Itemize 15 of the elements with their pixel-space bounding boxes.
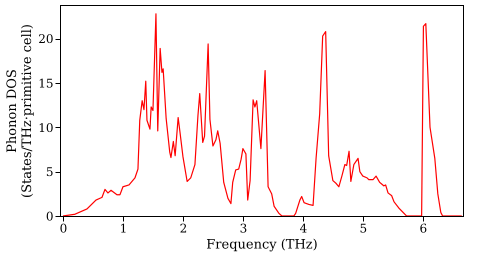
x-tick-label: 6	[420, 222, 428, 236]
y-tick-label: 5	[46, 165, 54, 180]
line-series	[62, 13, 462, 216]
x-tick-label: 3	[240, 222, 248, 236]
y-axis-title: Phonon DOS (States/THz·primitive cell)	[5, 24, 36, 198]
x-tick-label: 0	[60, 222, 68, 236]
x-tick-label: 5	[360, 222, 368, 236]
y-tick-label: 20	[38, 32, 54, 46]
y-tick-label: 10	[38, 120, 54, 135]
y-tick-label: 15	[38, 76, 54, 91]
x-tick-label: 4	[300, 222, 308, 236]
x-tick-label: 1	[120, 222, 128, 236]
x-tick-label: 2	[180, 222, 188, 236]
x-axis-title: Frequency (THz)	[206, 238, 318, 252]
y-tick-label: 0	[46, 210, 54, 224]
